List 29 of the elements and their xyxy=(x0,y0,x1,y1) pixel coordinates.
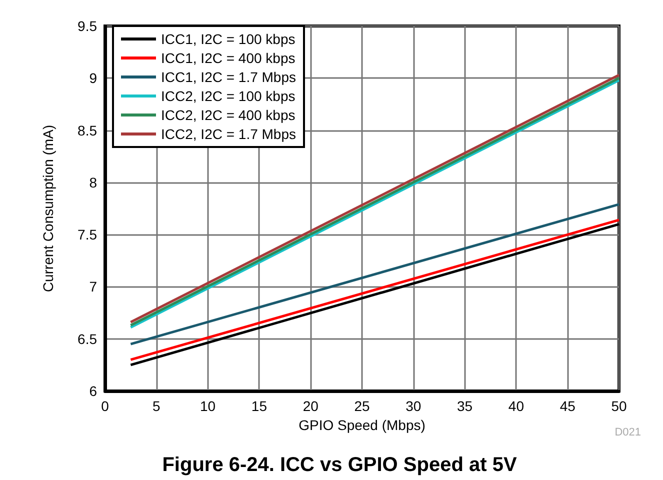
x-tick-label: 50 xyxy=(611,398,627,414)
y-tick-label: 9 xyxy=(89,70,98,86)
y-tick-label: 9.5 xyxy=(78,18,98,34)
x-tick-label: 20 xyxy=(302,398,319,414)
text: Figure 6-24. ICC vs GPIO Speed at 5V xyxy=(162,454,518,476)
x-tick-label: 45 xyxy=(560,398,576,414)
x-tick-label: 40 xyxy=(508,398,524,414)
y-tick-label: 8 xyxy=(89,174,98,190)
legend-label: ICC1, I2C = 400 kbps xyxy=(161,50,296,66)
x-tick-label: 5 xyxy=(152,398,160,414)
y-axis-title: Current Consumption (mA) xyxy=(40,124,56,292)
x-tick-label: 0 xyxy=(101,398,110,414)
x-tick-label: 30 xyxy=(406,398,422,414)
x-axis-title: GPIO Speed (Mbps) xyxy=(298,416,426,433)
y-tick-label: 7.5 xyxy=(78,226,98,243)
y-tick-label: 6 xyxy=(89,383,98,399)
legend-label: ICC1, I2C = 100 kbps xyxy=(161,31,296,47)
x-tick-label: 25 xyxy=(354,398,370,414)
y-tick-label: 8.5 xyxy=(78,122,98,138)
x-tick-label: 35 xyxy=(457,398,473,414)
legend-label: ICC2, I2C = 100 kbps xyxy=(161,88,296,104)
legend-label: ICC2, I2C = 400 kbps xyxy=(161,107,296,123)
x-tick-label: 10 xyxy=(200,398,216,414)
legend-label: ICC1, I2C = 1.7 Mbps xyxy=(161,69,296,85)
y-tick-label: 7 xyxy=(89,278,98,295)
y-tick-label: 6.5 xyxy=(78,330,98,347)
text: D021 xyxy=(614,426,641,438)
legend-label: ICC2, I2C = 1.7 Mbps xyxy=(161,126,296,142)
x-tick-label: 15 xyxy=(251,398,268,414)
